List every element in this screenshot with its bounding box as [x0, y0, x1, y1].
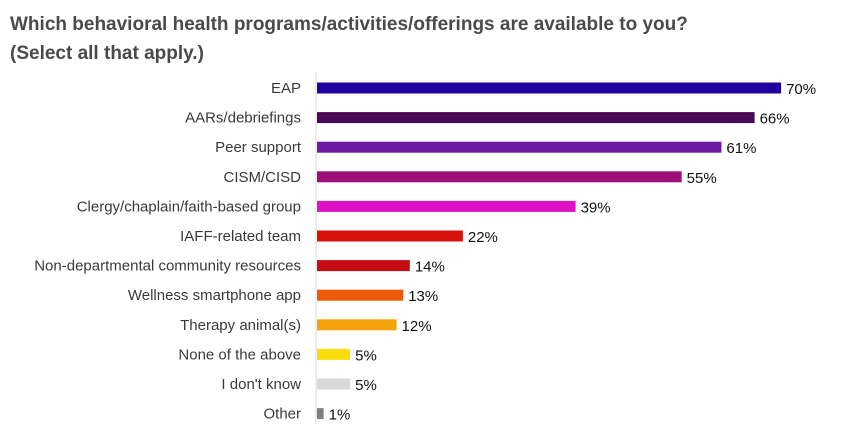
category-label: Wellness smartphone app	[128, 287, 301, 304]
category-label: Peer support	[215, 139, 302, 156]
data-label: 22%	[468, 229, 498, 246]
data-label: 1%	[329, 407, 351, 424]
bar	[317, 230, 463, 242]
bar	[317, 171, 682, 183]
bar	[317, 141, 722, 153]
bar	[317, 82, 782, 94]
bar	[317, 378, 351, 390]
chart-title-line-1: Which behavioral health programs/activit…	[10, 14, 688, 35]
data-label: 14%	[415, 259, 445, 276]
category-label: Therapy animal(s)	[180, 317, 301, 334]
data-label: 5%	[355, 377, 377, 394]
data-label: 12%	[402, 318, 432, 335]
bar	[317, 260, 410, 272]
category-label: EAP	[271, 80, 301, 97]
category-label: CISM/CISD	[223, 169, 301, 186]
category-label: Non-departmental community resources	[34, 258, 301, 275]
data-label: 39%	[581, 199, 611, 216]
category-label: None of the above	[178, 346, 301, 363]
category-label: IAFF-related team	[180, 228, 301, 245]
bar	[317, 200, 576, 212]
chart-title-line-2: (Select all that apply.)	[10, 43, 204, 64]
category-label: Clergy/chaplain/faith-based group	[77, 198, 301, 215]
data-label: 55%	[687, 170, 717, 187]
bar	[317, 112, 755, 124]
chart-title: Which behavioral health programs/activit…	[10, 10, 688, 68]
category-label: I don't know	[221, 376, 301, 393]
bar	[317, 408, 324, 420]
bar	[317, 289, 404, 301]
data-label: 70%	[786, 81, 816, 98]
bar	[317, 319, 397, 331]
data-label: 5%	[355, 347, 377, 364]
data-label: 66%	[760, 111, 790, 128]
bar	[317, 348, 351, 360]
category-label: Other	[263, 406, 301, 423]
data-label: 61%	[726, 140, 756, 157]
data-label: 13%	[408, 288, 438, 305]
category-label: AARs/debriefings	[185, 110, 301, 127]
